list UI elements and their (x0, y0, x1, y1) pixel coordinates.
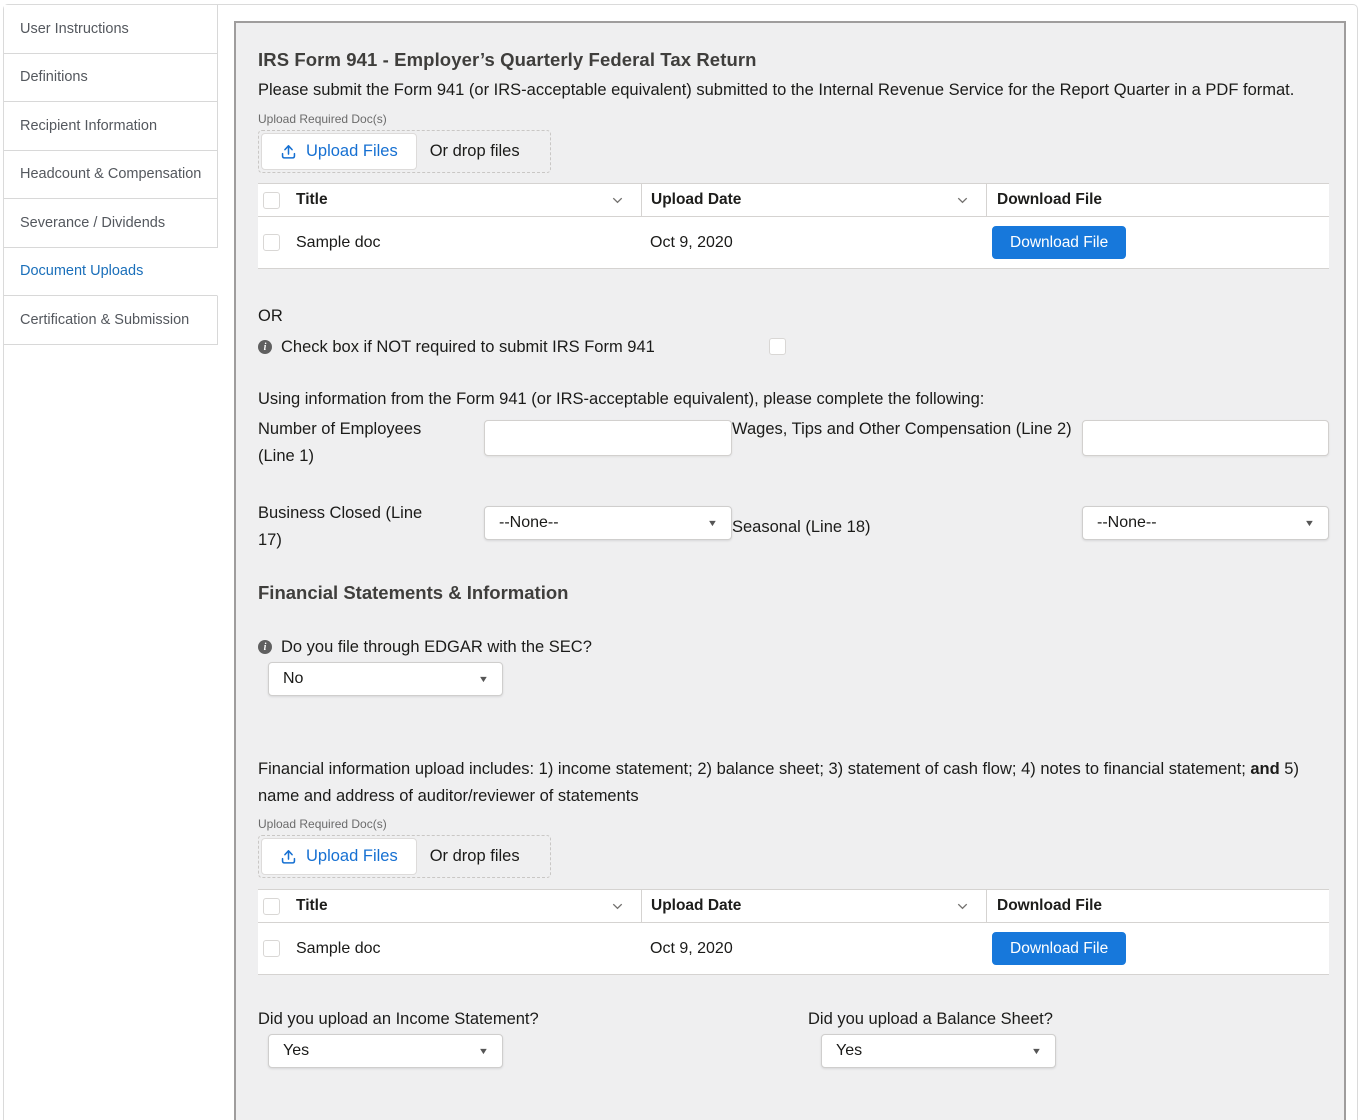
upload-confirmation-row: Did you upload an Income Statement? Yes … (258, 1009, 1329, 1068)
sidebar-item-certification-submission[interactable]: Certification & Submission (4, 296, 218, 345)
table-header-row: Title Upload Date Download File (258, 183, 1329, 217)
edgar-select[interactable]: No ▼ (268, 662, 503, 696)
caret-down-icon: ▼ (477, 1046, 490, 1056)
row-checkbox[interactable] (263, 234, 280, 251)
business-closed-label: Business Closed (Line 17) (258, 504, 423, 549)
number-of-employees-input[interactable] (484, 420, 732, 456)
financial-documents-table: Title Upload Date Download File (258, 889, 1329, 975)
caret-down-icon: ▼ (1303, 518, 1316, 528)
income-statement-question: Did you upload an Income Statement? (258, 1010, 539, 1028)
not-required-checkbox[interactable] (769, 338, 786, 355)
sidebar-item-document-uploads[interactable]: Document Uploads (4, 247, 218, 296)
income-statement-select[interactable]: Yes ▼ (268, 1034, 503, 1068)
or-label: OR (258, 307, 283, 325)
form941-section-title: IRS Form 941 - Employer’s Quarterly Fede… (258, 49, 757, 70)
chevron-down-icon[interactable] (610, 899, 625, 914)
column-header-download-file: Download File (986, 184, 1329, 216)
edgar-question-row: i Do you file through EDGAR with the SEC… (258, 636, 1329, 658)
wages-tips-compensation-label: Wages, Tips and Other Compensation (Line… (732, 420, 1072, 438)
not-required-label: Check box if NOT required to submit IRS … (281, 337, 655, 356)
form941-upload-files-button[interactable]: Upload Files (261, 133, 417, 170)
column-header-upload-date[interactable]: Upload Date (641, 890, 986, 922)
not-required-row: i Check box if NOT required to submit IR… (258, 336, 1329, 358)
chevron-down-icon[interactable] (610, 193, 625, 208)
financial-section-title: Financial Statements & Information (258, 582, 569, 603)
upload-files-label: Upload Files (306, 847, 398, 865)
column-header-upload-date[interactable]: Upload Date (641, 184, 986, 216)
form941-description: Please submit the Form 941 (or IRS-accep… (258, 81, 1295, 99)
download-file-button[interactable]: Download File (992, 226, 1127, 259)
form941-fields-row2: Business Closed (Line 17) --None-- ▼ Sea… (258, 500, 1329, 554)
info-icon[interactable]: i (258, 640, 272, 654)
upload-required-docs-label: Upload Required Doc(s) (258, 112, 387, 126)
column-header-title[interactable]: Title (296, 890, 641, 922)
upload-files-label: Upload Files (306, 142, 398, 160)
select-all-checkbox[interactable] (263, 897, 280, 915)
upload-date-cell: Oct 9, 2020 (650, 939, 733, 957)
sidebar-item-recipient-information[interactable]: Recipient Information (4, 102, 218, 151)
upload-required-docs-label: Upload Required Doc(s) (258, 817, 387, 831)
document-title-cell: Sample doc (296, 939, 381, 957)
upload-icon (280, 848, 297, 865)
financial-upload-files-button[interactable]: Upload Files (261, 838, 417, 875)
sidebar-item-headcount-compensation[interactable]: Headcount & Compensation (4, 150, 218, 199)
edgar-question-label: Do you file through EDGAR with the SEC? (281, 637, 592, 656)
sidebar-nav: User Instructions Definitions Recipient … (4, 5, 218, 345)
chevron-down-icon[interactable] (955, 899, 970, 914)
or-drop-files-label: Or drop files (429, 142, 520, 160)
complete-following-instruction: Using information from the Form 941 (or … (258, 390, 985, 408)
seasonal-select[interactable]: --None-- ▼ (1082, 506, 1329, 540)
business-closed-select[interactable]: --None-- ▼ (484, 506, 732, 540)
form941-documents-table: Title Upload Date Download File (258, 183, 1329, 269)
row-checkbox[interactable] (263, 940, 280, 957)
main-panel: IRS Form 941 - Employer’s Quarterly Fede… (234, 21, 1346, 1120)
upload-icon (280, 143, 297, 160)
info-icon[interactable]: i (258, 340, 272, 354)
sidebar-item-severance-dividends[interactable]: Severance / Dividends (4, 199, 218, 248)
download-file-button[interactable]: Download File (992, 932, 1127, 965)
seasonal-label: Seasonal (Line 18) (732, 518, 871, 536)
caret-down-icon: ▼ (1030, 1046, 1043, 1056)
or-drop-files-label: Or drop files (429, 847, 520, 865)
column-header-title[interactable]: Title (296, 184, 641, 216)
caret-down-icon: ▼ (477, 674, 490, 684)
column-header-download-file: Download File (986, 890, 1329, 922)
financial-upload-description: Financial information upload includes: 1… (258, 760, 1299, 805)
content-card: User Instructions Definitions Recipient … (3, 4, 1358, 1120)
table-header-row: Title Upload Date Download File (258, 889, 1329, 923)
caret-down-icon: ▼ (706, 518, 719, 528)
balance-sheet-question: Did you upload a Balance Sheet? (808, 1010, 1053, 1028)
form941-file-dropzone[interactable]: Upload Files Or drop files (258, 130, 551, 173)
table-row: Sample doc Oct 9, 2020 Download File (258, 923, 1329, 975)
document-title-cell: Sample doc (296, 233, 381, 251)
financial-file-dropzone[interactable]: Upload Files Or drop files (258, 835, 551, 878)
number-of-employees-label: Number of Employees (Line 1) (258, 420, 422, 465)
chevron-down-icon[interactable] (955, 193, 970, 208)
balance-sheet-select[interactable]: Yes ▼ (821, 1034, 1056, 1068)
wages-tips-compensation-input[interactable] (1082, 420, 1329, 456)
table-row: Sample doc Oct 9, 2020 Download File (258, 217, 1329, 269)
upload-date-cell: Oct 9, 2020 (650, 233, 733, 251)
form941-fields-row1: Number of Employees (Line 1) Wages, Tips… (258, 416, 1329, 470)
sidebar-item-user-instructions[interactable]: User Instructions (4, 5, 218, 54)
sidebar-item-definitions[interactable]: Definitions (4, 53, 218, 102)
select-all-checkbox[interactable] (263, 191, 280, 209)
